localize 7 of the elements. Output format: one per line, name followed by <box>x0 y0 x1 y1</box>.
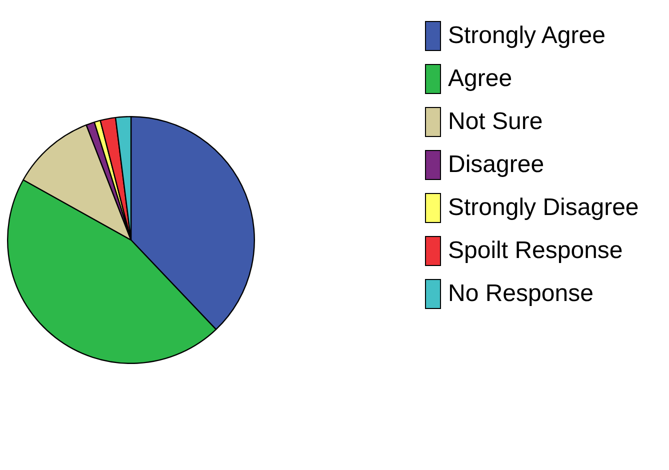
legend-label: Spoilt Response <box>448 236 623 264</box>
legend-label: Strongly Disagree <box>448 194 639 222</box>
legend-label: Agree <box>448 64 512 92</box>
legend-label: No Response <box>448 280 594 308</box>
legend-label: Disagree <box>448 150 544 178</box>
legend-label: Not Sure <box>448 108 543 136</box>
legend-label: Strongly Agree <box>448 22 606 50</box>
